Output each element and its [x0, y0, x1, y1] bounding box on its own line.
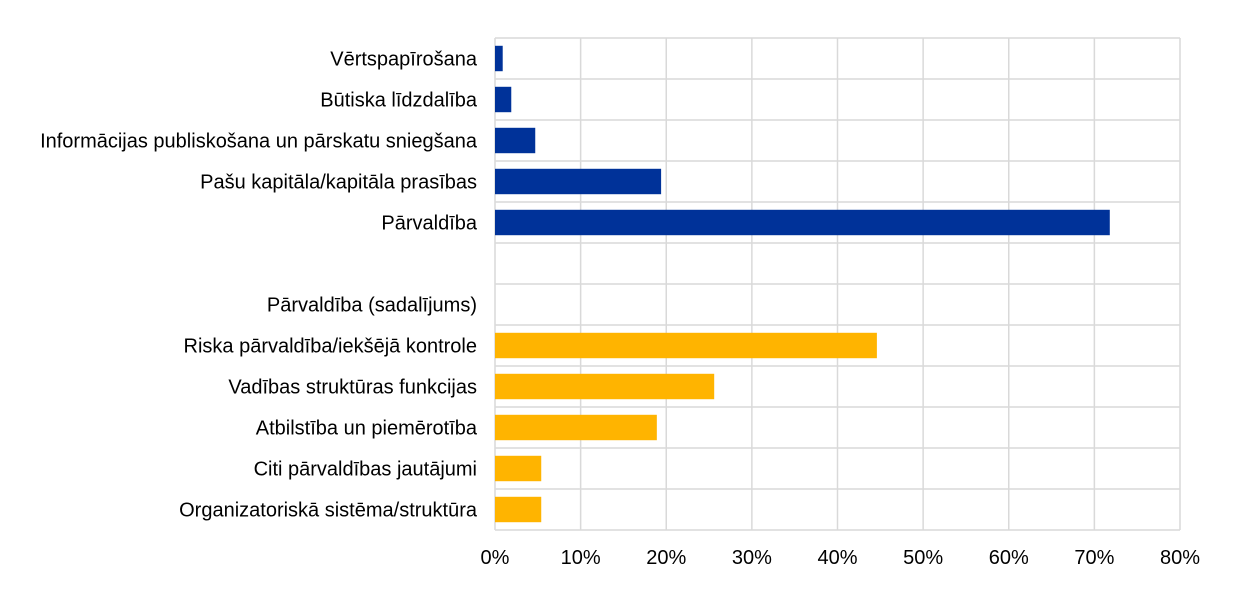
category-label: Citi pārvaldības jautājumi — [254, 459, 477, 481]
x-axis-ticks: 0% 10% 20% 30% 40% 50% 60% 70% 80% — [481, 547, 1201, 569]
x-tick-label: 20% — [646, 547, 686, 569]
category-label: Pārvaldība (sadalījums) — [267, 295, 477, 317]
bar — [495, 496, 542, 523]
category-labels: Vērtspapīrošana Būtiska līdzdalība Informā… — [40, 49, 478, 522]
category-label: Pārvaldība — [381, 213, 477, 235]
x-tick-label: 70% — [1074, 547, 1114, 569]
bar — [495, 86, 512, 113]
x-tick-label: 80% — [1160, 547, 1200, 569]
category-label: Pašu kapitāla/kapitāla prasības — [200, 172, 477, 194]
x-tick-label: 30% — [732, 547, 772, 569]
gridlines — [494, 37, 1181, 531]
x-tick-label: 40% — [817, 547, 857, 569]
category-label: Vadības struktūras funkcijas — [228, 377, 477, 399]
x-tick-label: 10% — [561, 547, 601, 569]
x-tick-label: 50% — [903, 547, 943, 569]
bar — [495, 168, 662, 195]
bar — [495, 455, 542, 482]
category-label: Vērtspapīrošana — [330, 49, 478, 71]
bar — [495, 373, 715, 400]
x-tick-label: 0% — [481, 547, 510, 569]
category-label: Būtiska līdzdalība — [320, 90, 478, 112]
bar — [495, 127, 536, 154]
bars — [495, 45, 1110, 523]
bar — [495, 332, 877, 359]
x-tick-label: 60% — [989, 547, 1029, 569]
bar — [495, 45, 503, 72]
bar — [495, 414, 657, 441]
category-label: Atbilstība un piemērotība — [256, 418, 478, 440]
category-label: Riska pārvaldība/iekšējā kontrole — [184, 336, 478, 358]
category-label: Informācijas publiskošana un pārskatu sn… — [40, 131, 478, 153]
bar — [495, 209, 1110, 236]
category-label: Organizatoriskā sistēma/struktūra — [179, 500, 478, 522]
